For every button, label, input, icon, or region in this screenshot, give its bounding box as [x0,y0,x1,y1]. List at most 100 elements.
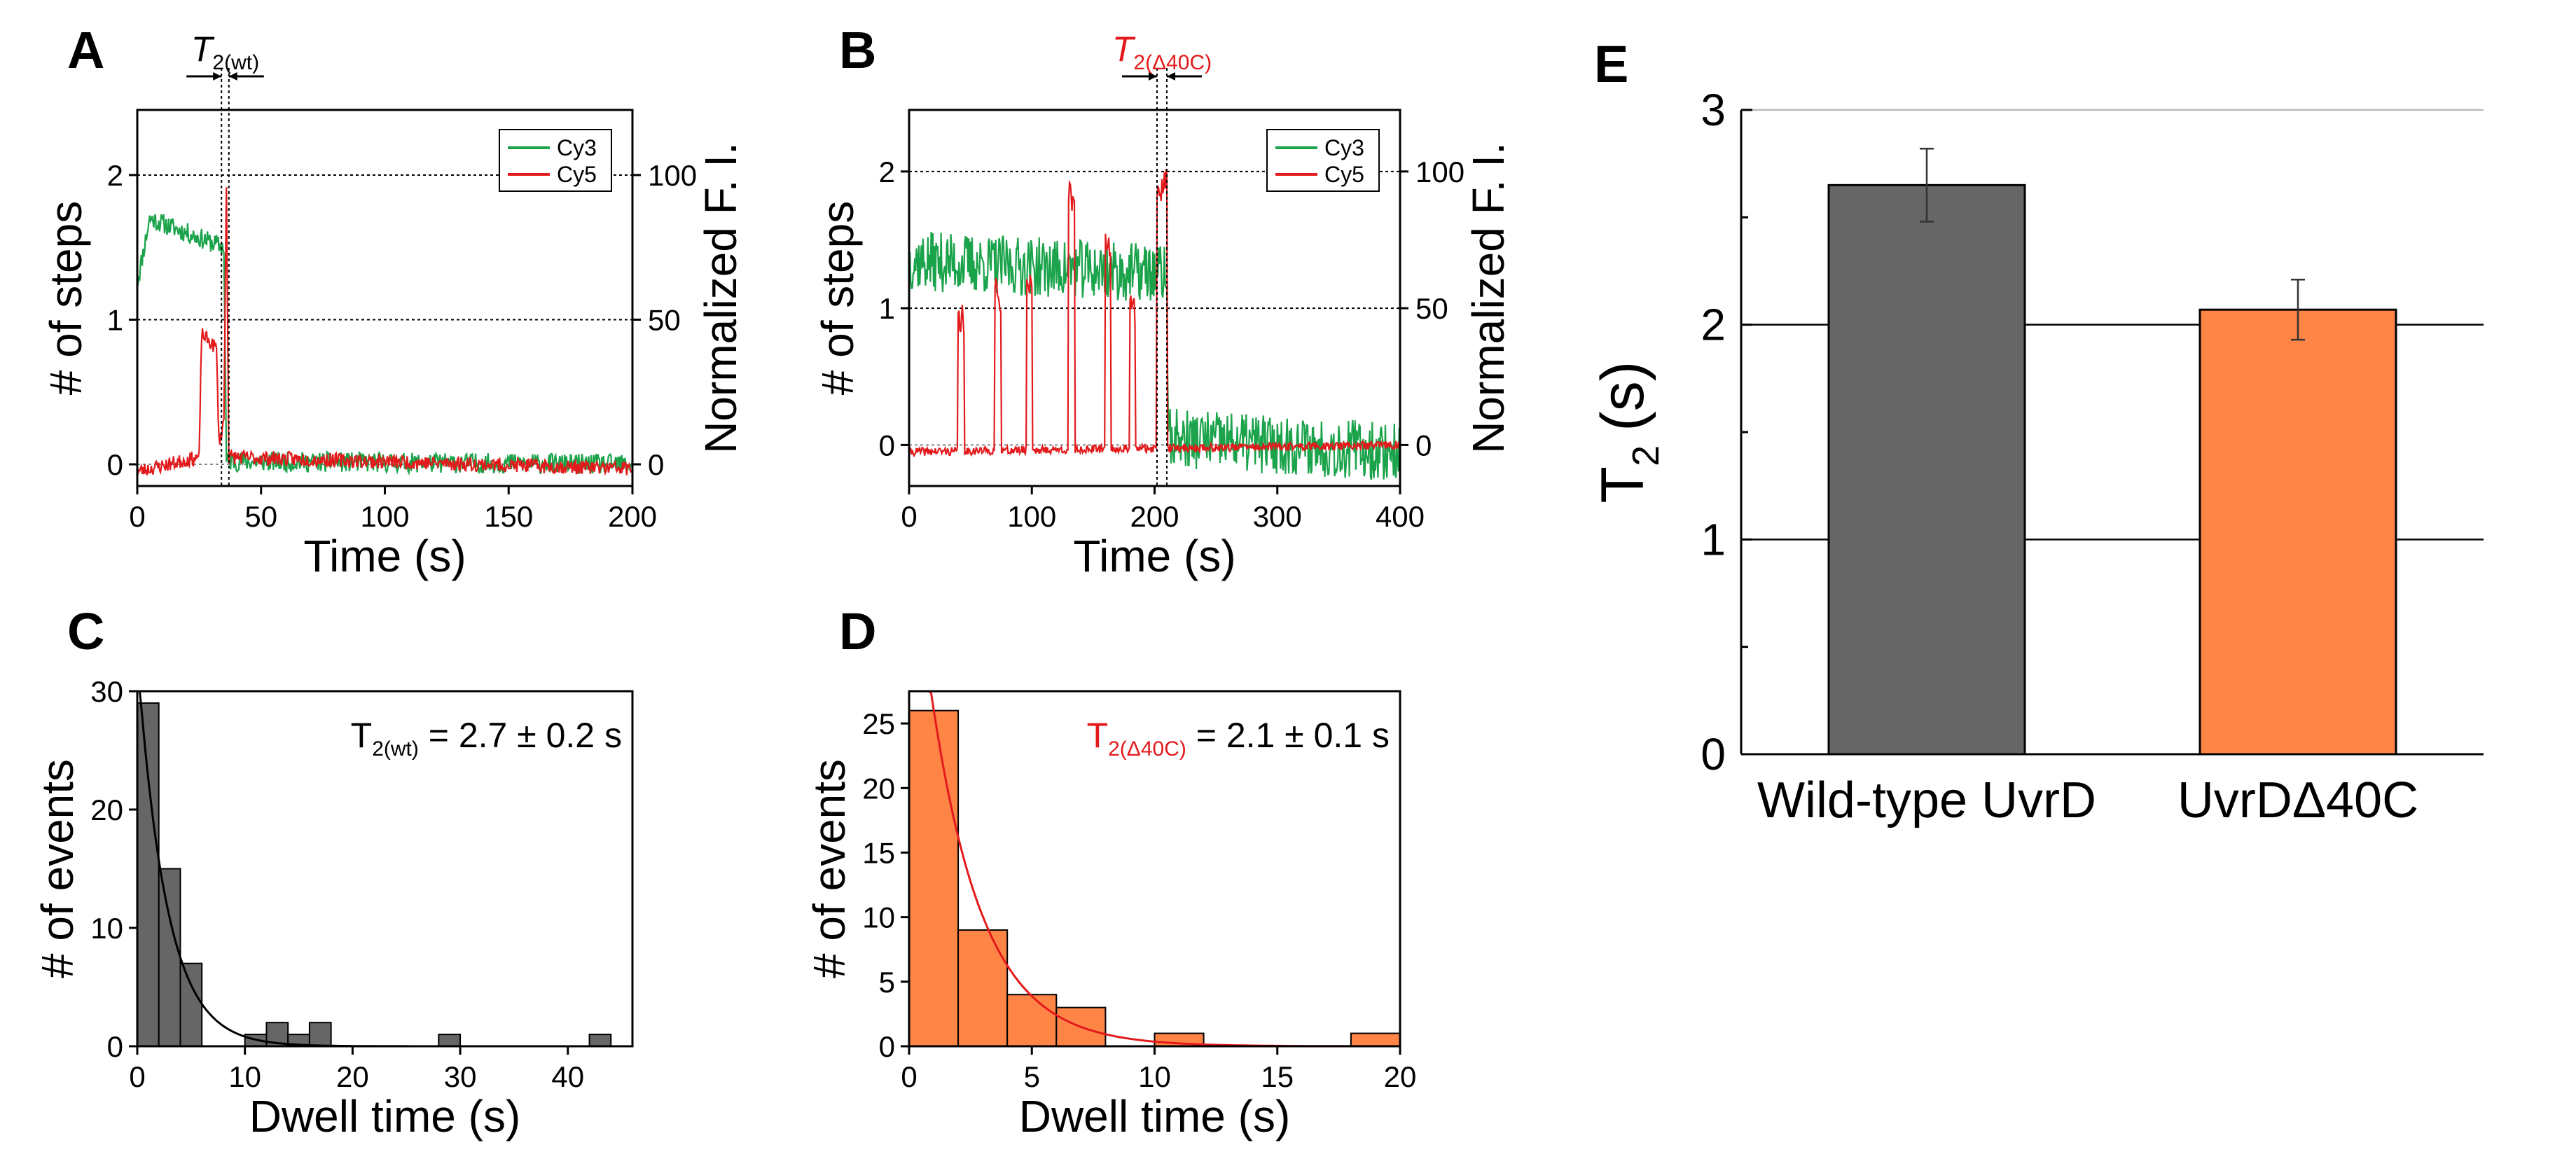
y-tick-label-E: 0 [1701,729,1726,779]
tau-label-B: T2(Δ40C) [1112,29,1212,74]
panel-label-B: B [839,21,876,79]
y-tick-label-E: 3 [1701,85,1726,135]
y-tick-label-D: 5 [879,966,895,999]
panel-label-D: D [839,602,876,660]
y-tick-label-B: 1 [879,292,895,325]
x-tick-label-B: 100 [1007,500,1056,533]
panel-label-A: A [67,21,104,79]
fit-annotation-subscript-D: 2(Δ40C) [1108,737,1186,761]
plot-frame-C [136,690,634,1048]
panel-D: 0 5 10 15 20 0 5 10 15 20 25 Dwell time (s) # of eve… [804,690,1417,1141]
tau-arrowhead-right-A [228,72,237,81]
y-tick-label-A: 2 [107,159,123,192]
y-axis-label-D: # of events [804,759,854,978]
fit-annotation-C: T2(wt) = 2.7 ± 0.2 s [351,716,622,761]
y-right-axis-label-B: Normalized F. I. [1463,142,1514,454]
y-axis-label-B: # of steps [812,201,863,396]
x-tick-label-B: 300 [1253,500,1302,533]
x-tick-label-B: 0 [901,500,917,533]
tau-symbol-A: T [191,29,215,69]
x-tick-label-A: 200 [608,500,657,533]
y-tick-label-D: 20 [862,772,895,805]
legend-box-A [499,129,612,192]
y-tick-label-B: 0 [879,429,895,461]
y-right-tick-label-B: 0 [1415,429,1432,461]
histogram-bar-C [137,702,160,1048]
x-tick-label-A: 50 [244,500,277,533]
x-axis-label-C: Dwell time (s) [249,1091,521,1141]
y-tick-label-E: 2 [1701,300,1726,350]
x-axis-label-A: Time (s) [303,531,466,581]
x-axis-label-D: Dwell time (s) [1019,1091,1291,1141]
legend-label-cy5-B: Cy5 [1324,162,1364,187]
bar-E [2198,308,2397,756]
x-tick-label-D: 15 [1261,1060,1294,1093]
trace-cy5-A [137,187,632,476]
trace-cy5-B [909,169,1400,458]
panel-B: 0 100 200 300 400 0 1 2 0 50 100 Time (s) # of steps… [812,29,1514,581]
y-tick-label-A: 0 [107,448,123,481]
histogram-bar-C [588,1034,612,1047]
x-tick-label-A: 100 [360,500,409,533]
y-tick-label-B: 2 [879,155,895,188]
y-tick-label-D: 10 [862,901,895,934]
fit-annotation-D: T2(Δ40C) = 2.1 ± 0.1 s [1087,716,1390,761]
histogram-bar-D [1006,994,1058,1047]
x-tick-label-D: 5 [1024,1060,1040,1093]
histogram-bar-C [438,1034,462,1047]
histogram-bar-D [908,709,960,1047]
y-tick-label-C: 30 [90,675,123,708]
tau-arrowhead-left-A [213,72,222,81]
y-right-tick-label-A: 100 [648,159,697,192]
fit-annotation-symbol-D: T [1087,716,1109,755]
histogram-bar-D [1350,1032,1401,1047]
category-label-E: UvrDΔ40C [2177,772,2418,828]
y-axis-label-symbol-E: T [1589,466,1656,504]
x-tick-label-C: 20 [336,1060,369,1093]
legend-label-cy5-A: Cy5 [557,162,597,187]
y-axis-label-E: T2 (s) [1589,361,1667,504]
y-tick-label-D: 15 [862,836,895,869]
tau-arrowhead-left-B [1149,72,1158,81]
y-axis-label-unit-E: (s) [1589,361,1656,431]
y-right-tick-label-A: 0 [648,448,664,481]
y-tick-label-D: 0 [879,1030,895,1063]
x-axis-label-B: Time (s) [1073,531,1235,581]
y-right-tick-label-B: 100 [1415,155,1464,188]
x-tick-label-D: 20 [1384,1060,1417,1093]
y-tick-label-E: 1 [1701,514,1726,564]
y-tick-label-D: 25 [862,707,895,740]
x-tick-label-A: 0 [129,500,145,533]
y-right-tick-label-B: 50 [1415,292,1448,325]
legend-label-cy3-B: Cy3 [1324,135,1364,160]
x-tick-label-B: 200 [1130,500,1179,533]
histogram-bar-D [957,929,1009,1048]
legend-label-cy3-A: Cy3 [557,135,597,160]
panel-label-E: E [1594,35,1628,93]
x-tick-label-C: 40 [551,1060,584,1093]
legend-box-B [1266,129,1380,192]
y-right-axis-label-A: Normalized F. I. [695,142,746,454]
x-tick-label-C: 10 [228,1060,261,1093]
x-tick-label-D: 10 [1138,1060,1171,1093]
y-tick-label-C: 20 [90,793,123,826]
x-tick-label-A: 150 [484,500,533,533]
x-tick-label-C: 0 [129,1060,145,1093]
category-label-E: Wild-type UvrD [1757,772,2096,828]
fit-annotation-value-D: = 2.1 ± 0.1 s [1186,716,1390,755]
histogram-bar-C [158,868,181,1047]
y-axis-label-A: # of steps [41,201,91,396]
y-tick-label-C: 0 [107,1030,123,1063]
trace-cy3-B [909,231,1400,480]
x-tick-label-D: 0 [901,1060,917,1093]
fit-annotation-value-C: = 2.7 ± 0.2 s [419,716,622,755]
panel-E: Wild-type UvrD UvrDΔ40C 0 1 2 3 T2(s) [1589,85,2484,828]
y-axis-label-C: # of events [32,759,83,978]
tau-arrowhead-right-B [1167,72,1176,81]
y-tick-label-C: 10 [90,912,123,945]
x-tick-label-C: 30 [444,1060,477,1093]
